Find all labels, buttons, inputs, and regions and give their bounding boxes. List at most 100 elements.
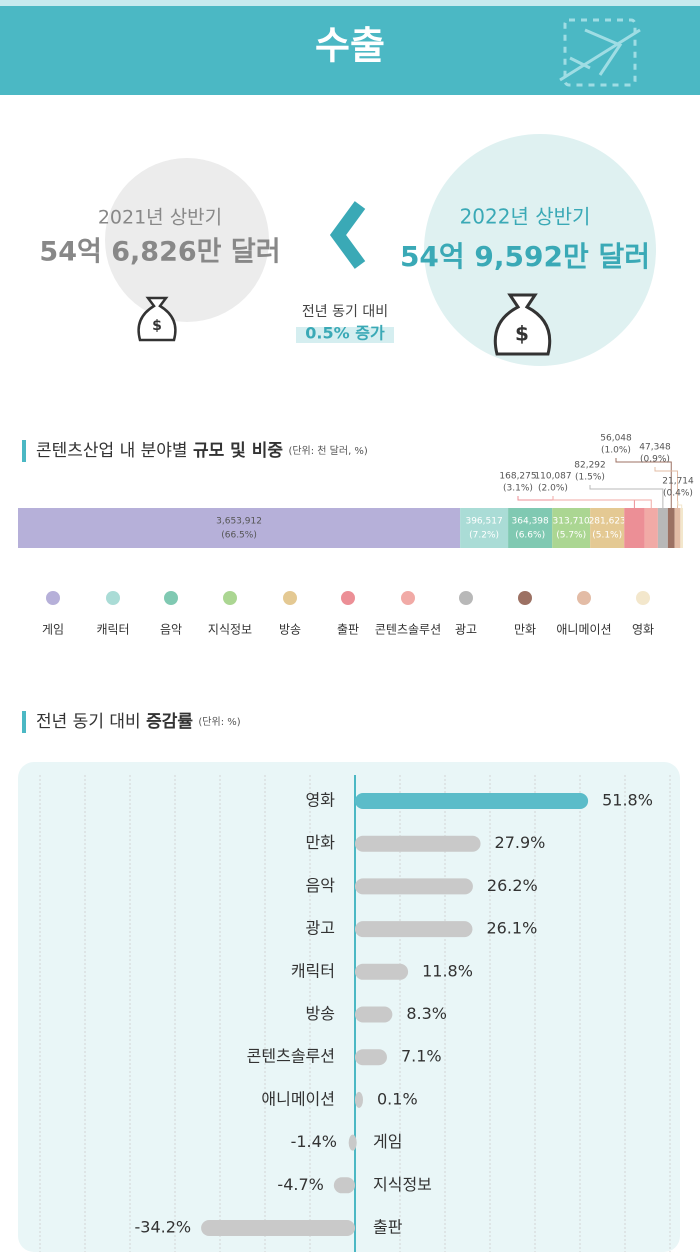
header-band <box>0 0 700 95</box>
bar <box>355 963 409 980</box>
curr-circle <box>424 134 656 366</box>
title-bold: 규모 및 비중 <box>193 441 283 461</box>
category-label: 방송 <box>306 1004 335 1023</box>
legend-label: 지식정보 <box>208 623 252 637</box>
bar <box>355 793 589 809</box>
legend-label: 애니메이션 <box>556 623 611 637</box>
share-label: (6.6%) <box>515 531 545 541</box>
change-highlight <box>296 327 394 343</box>
compare-chevron <box>329 201 366 269</box>
plane-icon <box>559 18 641 87</box>
value-label: -4.7% <box>277 1175 323 1194</box>
share-label: (1.5%) <box>575 473 605 483</box>
bar <box>355 921 473 938</box>
title-part: 콘텐츠산업 내 분야별 <box>36 441 188 461</box>
header-top <box>0 0 700 6</box>
legend-label: 음악 <box>160 623 182 637</box>
value-label: -1.4% <box>291 1132 337 1151</box>
legend-swatch <box>459 591 473 605</box>
value-label: 396,517 <box>465 517 502 527</box>
value-label: 51.8% <box>602 791 653 810</box>
value-label: 27.9% <box>495 833 546 852</box>
category-label: 콘텐츠솔루션 <box>247 1047 335 1066</box>
legend-swatch <box>518 591 532 605</box>
value-label: 8.3% <box>406 1004 447 1023</box>
unit: (단위: 천 달러, %) <box>288 444 367 457</box>
prev-period: 2021년 상반기 <box>98 207 222 229</box>
value-label: -34.2% <box>134 1218 191 1237</box>
legend-swatch <box>46 591 60 605</box>
bar-segment <box>460 508 509 548</box>
category-label: 출판 <box>373 1218 403 1237</box>
share-label: (2.0%) <box>538 484 568 494</box>
header-title: 수출 <box>315 24 385 68</box>
share-label: (1.0%) <box>601 446 631 456</box>
unit: (단위: %) <box>198 715 240 728</box>
value-label: 110,087 <box>534 472 571 482</box>
bar-segment <box>508 508 553 548</box>
value-label: 82,292 <box>574 461 606 471</box>
chart-panel <box>18 762 680 1252</box>
value-label: 364,398 <box>512 517 549 527</box>
bar-segment <box>590 508 625 548</box>
legend-label: 방송 <box>279 623 301 637</box>
bar <box>355 1091 363 1108</box>
prev-circle <box>105 158 269 322</box>
share-label: (7.2%) <box>469 531 499 541</box>
legend-swatch <box>106 591 120 605</box>
bar <box>348 1134 357 1151</box>
chart-title: 전년 동기 대비 증감률 (단위: %) <box>36 712 241 732</box>
share-label: (5.1%) <box>592 531 622 541</box>
bar-segment <box>18 508 461 548</box>
bar-segment <box>667 508 675 548</box>
category-label: 만화 <box>306 833 336 852</box>
legend-label: 콘텐츠솔루션 <box>375 623 441 637</box>
legend-swatch <box>164 591 178 605</box>
leader-line <box>654 467 679 508</box>
value-label: 47,348 <box>639 443 671 453</box>
value-label: 7.1% <box>401 1047 442 1066</box>
legend-label: 광고 <box>455 623 477 637</box>
value-label: 26.2% <box>487 876 538 895</box>
curr-amount: 54억 9,592만 달러 <box>400 240 650 273</box>
chart-title: 콘텐츠산업 내 분야별 규모 및 비중 (단위: 천 달러, %) <box>36 441 368 461</box>
title-part: 전년 동기 대비 <box>36 712 141 732</box>
category-label: 영화 <box>306 791 336 810</box>
category-label: 게임 <box>373 1132 402 1151</box>
category-label: 캐릭터 <box>291 961 335 980</box>
share-label: (3.1%) <box>503 484 533 494</box>
legend-label: 만화 <box>514 623 536 637</box>
category-label: 광고 <box>306 919 335 938</box>
share-label: (66.5%) <box>221 531 257 541</box>
value-label: 11.8% <box>422 961 473 980</box>
bar <box>355 1006 393 1023</box>
share-label: (0.4%) <box>663 489 693 499</box>
money-bag-small <box>137 296 177 342</box>
legend-label: 영화 <box>632 623 654 637</box>
value-label: 168,275 <box>499 472 536 482</box>
value-label: 313,710 <box>553 517 590 527</box>
leader-line <box>677 501 683 508</box>
title-bold: 증감률 <box>146 712 193 732</box>
legend-swatch <box>341 591 355 605</box>
dollar-sign: $ <box>515 322 529 346</box>
legend-swatch <box>636 591 650 605</box>
prev-amount: 54억 6,826만 달러 <box>39 237 280 268</box>
value-label: 281,623 <box>589 517 626 527</box>
leader-line <box>615 458 672 508</box>
legend-swatch <box>577 591 591 605</box>
value-label: 56,048 <box>600 434 632 444</box>
curr-period: 2022년 상반기 <box>460 205 591 229</box>
legend-label: 출판 <box>337 623 359 637</box>
bar <box>201 1220 355 1236</box>
bar <box>355 1049 387 1066</box>
section-marker <box>22 440 26 462</box>
legend-label: 캐릭터 <box>96 623 129 637</box>
bar-segment <box>644 508 658 548</box>
change-label: 전년 동기 대비 <box>302 304 388 320</box>
section-marker <box>22 711 26 733</box>
value-label: 0.1% <box>377 1089 418 1108</box>
legend-label: 게임 <box>42 623 64 637</box>
leader-line <box>589 485 664 508</box>
